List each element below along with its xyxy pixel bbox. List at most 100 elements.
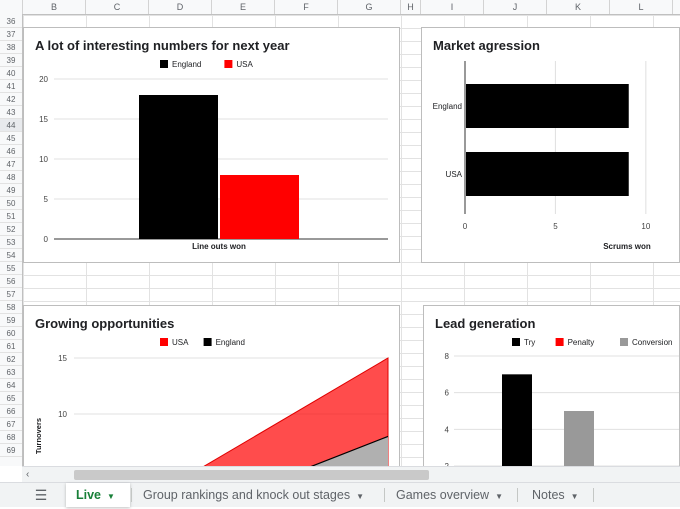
- legend-label-usa: USA: [172, 338, 189, 347]
- horizontal-bar-chart-svg: 0 5 10 England USA Scrums won: [433, 61, 651, 251]
- row-header-50[interactable]: 50: [0, 197, 22, 210]
- row-header-40[interactable]: 40: [0, 67, 22, 80]
- row-header-67[interactable]: 67: [0, 418, 22, 431]
- row-header-64[interactable]: 64: [0, 379, 22, 392]
- row-header-56[interactable]: 56: [0, 275, 22, 288]
- row-header-57[interactable]: 57: [0, 288, 22, 301]
- row-header-53[interactable]: 53: [0, 236, 22, 249]
- caret-down-icon: ▼: [570, 492, 579, 501]
- column-header-K[interactable]: K: [547, 0, 610, 14]
- row-header-62[interactable]: 62: [0, 353, 22, 366]
- row-header-52[interactable]: 52: [0, 223, 22, 236]
- chart-title: Lead generation: [435, 316, 536, 331]
- tab-group-rankings[interactable]: Group rankings and knock out stages ▼: [133, 483, 383, 507]
- y-tick-label: 5: [44, 195, 49, 204]
- chart-growing-opportunities[interactable]: Growing opportunities USA England 15 10 Turn…: [23, 305, 400, 466]
- row-header-66[interactable]: 66: [0, 405, 22, 418]
- corner-cell[interactable]: [0, 0, 23, 14]
- tab-divider: [131, 488, 132, 502]
- tab-notes[interactable]: Notes ▼: [522, 483, 598, 507]
- y-tick-label: 20: [39, 75, 48, 84]
- row-header-36[interactable]: 36: [0, 15, 22, 28]
- area-chart-svg: USA England 15 10 Turnovers: [34, 338, 389, 466]
- row-header-44[interactable]: 44: [0, 119, 22, 132]
- line-england: [310, 435, 389, 466]
- horizontal-scrollbar[interactable]: ‹: [22, 466, 680, 483]
- y-tick-label: 2: [445, 462, 450, 466]
- legend-swatch-conversion: [620, 338, 628, 346]
- bar-try: [502, 374, 532, 466]
- row-header-38[interactable]: 38: [0, 41, 22, 54]
- tab-live[interactable]: Live ▼: [66, 483, 130, 507]
- chevron-left-icon[interactable]: ‹: [26, 469, 30, 480]
- y-tick-label: 6: [445, 389, 450, 398]
- row-header-54[interactable]: 54: [0, 249, 22, 262]
- tab-label: Group rankings and knock out stages: [143, 488, 351, 502]
- chart-title: Growing opportunities: [35, 316, 175, 331]
- y-category-label: England: [433, 102, 462, 111]
- column-header-F[interactable]: F: [275, 0, 338, 14]
- tab-divider: [593, 488, 594, 502]
- column-header-C[interactable]: C: [86, 0, 149, 14]
- legend-label-england: England: [216, 338, 245, 347]
- row-header-55[interactable]: 55: [0, 262, 22, 275]
- caret-down-icon: ▼: [356, 492, 364, 501]
- row-header-42[interactable]: 42: [0, 93, 22, 106]
- y-tick-label: 0: [44, 235, 49, 244]
- legend-label-conversion: Conversion: [632, 338, 672, 347]
- caret-down-icon: ▼: [495, 492, 504, 501]
- row-header-63[interactable]: 63: [0, 366, 22, 379]
- row-header-59[interactable]: 59: [0, 314, 22, 327]
- tab-label: Live: [76, 488, 102, 502]
- column-header-G[interactable]: G: [338, 0, 401, 14]
- tab-label: Notes: [532, 488, 565, 502]
- column-header-E[interactable]: E: [212, 0, 275, 14]
- row-header-48[interactable]: 48: [0, 171, 22, 184]
- bar-conversion: [564, 411, 594, 466]
- row-header-51[interactable]: 51: [0, 210, 22, 223]
- column-header-I[interactable]: I: [421, 0, 484, 14]
- column-header-L[interactable]: L: [610, 0, 673, 14]
- chart-market-agression[interactable]: Market agression 0 5 10 England USA Scrums wo…: [421, 27, 680, 263]
- row-header-65[interactable]: 65: [0, 392, 22, 405]
- legend-label-try: Try: [524, 338, 535, 347]
- bar-england: [466, 84, 629, 128]
- x-tick-label: 0: [463, 222, 468, 231]
- legend-swatch-england: [160, 60, 168, 68]
- row-header-43[interactable]: 43: [0, 106, 22, 119]
- row-header-45[interactable]: 45: [0, 132, 22, 145]
- column-header-D[interactable]: D: [149, 0, 212, 14]
- row-header-41[interactable]: 41: [0, 80, 22, 93]
- row-header-37[interactable]: 37: [0, 28, 22, 41]
- legend-swatch-try: [512, 338, 520, 346]
- row-header-68[interactable]: 68: [0, 431, 22, 444]
- bar-usa: [220, 175, 299, 239]
- row-header-58[interactable]: 58: [0, 301, 22, 314]
- row-header-47[interactable]: 47: [0, 158, 22, 171]
- row-header-69[interactable]: 69: [0, 444, 22, 457]
- column-header-J[interactable]: J: [484, 0, 547, 14]
- scrollbar-thumb[interactable]: [74, 470, 429, 480]
- x-axis-label: Line outs won: [192, 242, 246, 251]
- row-header-39[interactable]: 39: [0, 54, 22, 67]
- tab-divider: [517, 488, 518, 502]
- menu-icon[interactable]: ☰: [34, 487, 48, 503]
- bar-chart-svg: England USA 20 15 10 5 0 Line outs won: [39, 60, 388, 251]
- legend-label-england: England: [172, 60, 201, 69]
- row-header-46[interactable]: 46: [0, 145, 22, 158]
- column-header-H[interactable]: H: [401, 0, 421, 14]
- tab-label: Games overview: [396, 488, 490, 502]
- chart-lead-generation[interactable]: Lead generation Try Penalty Conversion 8 6 4 2: [423, 305, 680, 466]
- row-header-61[interactable]: 61: [0, 340, 22, 353]
- sheet-tab-bar: ☰ Live ▼ Group rankings and knock out sta…: [0, 482, 680, 507]
- legend-label-usa: USA: [236, 60, 253, 69]
- x-axis-label: Scrums won: [603, 242, 651, 251]
- row-header-60[interactable]: 60: [0, 327, 22, 340]
- chart-interesting-numbers[interactable]: A lot of interesting numbers for next ye…: [23, 27, 400, 263]
- column-header-B[interactable]: B: [23, 0, 86, 14]
- row-header-49[interactable]: 49: [0, 184, 22, 197]
- tab-games-overview[interactable]: Games overview ▼: [386, 483, 516, 507]
- legend-swatch-penalty: [555, 338, 564, 346]
